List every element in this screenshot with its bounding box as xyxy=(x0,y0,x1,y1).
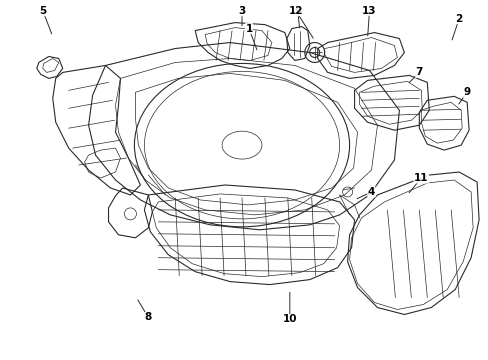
Text: 11: 11 xyxy=(413,173,427,183)
Text: 7: 7 xyxy=(415,67,422,77)
Text: 1: 1 xyxy=(245,24,252,33)
Text: 10: 10 xyxy=(282,314,297,324)
Text: 2: 2 xyxy=(455,14,462,24)
Text: 5: 5 xyxy=(39,6,46,15)
Text: 8: 8 xyxy=(144,312,152,323)
Text: 12: 12 xyxy=(288,6,303,15)
Text: 13: 13 xyxy=(362,6,376,15)
Text: 9: 9 xyxy=(463,87,470,97)
Text: 3: 3 xyxy=(238,6,245,15)
Text: 4: 4 xyxy=(367,187,374,197)
Text: 6: 6 xyxy=(294,6,301,15)
